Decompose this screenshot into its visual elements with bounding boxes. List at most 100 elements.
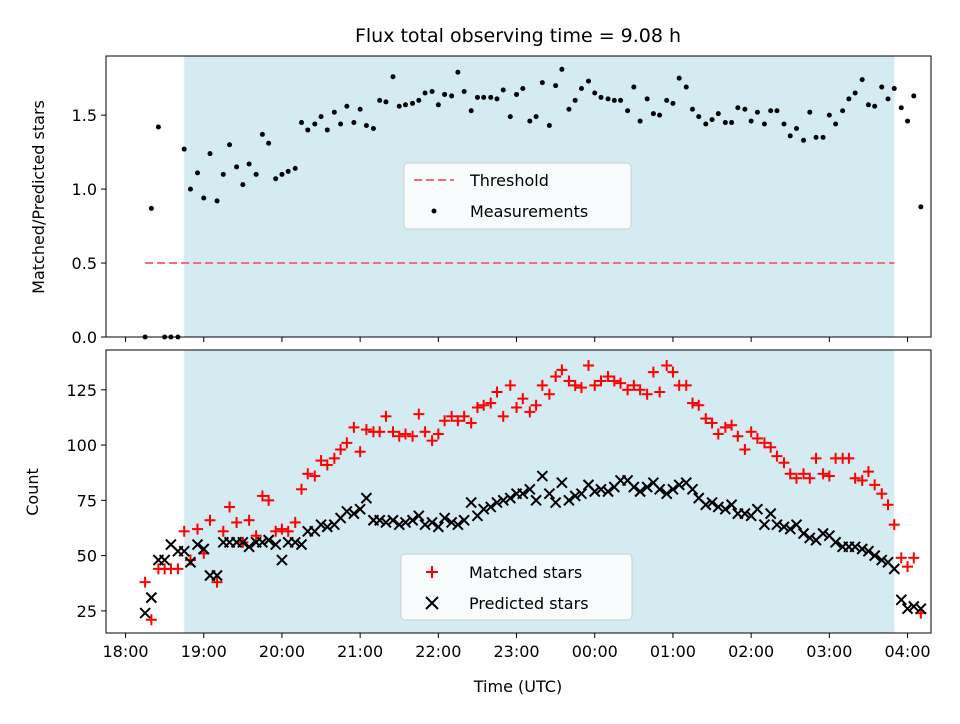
predicted-star-point — [269, 538, 282, 551]
x-tick-label: 21:00 — [337, 642, 383, 661]
measurement-point — [442, 91, 448, 97]
matched-star-point — [693, 399, 705, 411]
matched-star-point — [452, 415, 464, 427]
measurement-point — [774, 108, 780, 114]
top-legend: Threshold Measurements — [403, 162, 632, 230]
predicted-star-point — [373, 514, 386, 526]
predicted-star-point — [504, 492, 516, 504]
measurement-point — [416, 97, 422, 103]
measurement-point — [527, 118, 533, 124]
matched-star-point — [335, 443, 347, 455]
matched-star-point — [882, 499, 894, 511]
matched-star-point — [328, 452, 340, 464]
predicted-star-point — [908, 600, 920, 613]
predicted-star-point — [751, 503, 764, 515]
matched-star-point — [726, 419, 738, 431]
matched-star-point — [419, 426, 431, 438]
measurement-point — [474, 94, 480, 100]
matched-star-point — [751, 432, 763, 444]
predicted-star-point — [667, 483, 679, 495]
matched-star-point — [862, 466, 874, 478]
matched-star-point — [211, 576, 223, 588]
matched-star-point — [426, 435, 438, 447]
predicted-star-point — [764, 507, 777, 520]
predicted-star-point — [211, 569, 223, 582]
predicted-star-point — [829, 536, 842, 549]
measurement-point — [546, 123, 552, 129]
matched-star-point — [400, 428, 412, 440]
measurement-point — [494, 96, 500, 102]
top-legend-box — [403, 162, 632, 230]
predicted-star-point — [725, 499, 738, 511]
matched-star-point — [485, 397, 497, 409]
x-tick-label: 00:00 — [572, 642, 618, 661]
measurement-point — [768, 108, 774, 114]
matched-star-point — [517, 393, 529, 405]
measurement-point — [273, 176, 279, 182]
predicted-star-point — [712, 501, 725, 513]
x-tick-label: 01:00 — [650, 642, 696, 661]
matched-star-point — [504, 379, 516, 391]
matched-star-point — [608, 375, 620, 387]
predicted-star-point — [628, 481, 640, 493]
measurement-point — [410, 100, 416, 106]
measurement-point — [468, 108, 474, 114]
top-y-tick-label: 1.5 — [72, 106, 97, 125]
measurement-point — [533, 114, 539, 120]
predicted-star-point — [849, 541, 861, 553]
predicted-star-point — [276, 554, 288, 566]
measurement-point — [207, 151, 213, 157]
predicted-star-point — [524, 483, 536, 495]
matched-star-point — [667, 366, 679, 378]
matched-star-point — [817, 468, 829, 480]
matched-star-point — [374, 426, 386, 438]
bottom-legend-box — [400, 553, 633, 621]
matched-star-point — [739, 443, 751, 455]
predicted-star-point — [438, 512, 451, 524]
matched-star-point — [641, 388, 653, 400]
measurement-point — [840, 108, 846, 114]
predicted-star-point — [700, 499, 712, 511]
predicted-star-point — [817, 527, 829, 540]
top-panel: 0.0 0.5 1.0 1.5 Matched/Predicted stars Thr… — [29, 55, 932, 347]
bottom-y-tick-label: 25 — [77, 602, 97, 621]
matched-star-point — [876, 488, 888, 500]
predicted-star-point — [348, 507, 360, 520]
matched-star-point — [380, 410, 392, 422]
matched-star-point — [843, 452, 855, 464]
measurement-point — [722, 120, 728, 126]
legend-measurements-label: Measurements — [470, 202, 588, 221]
matched-star-point — [888, 519, 900, 531]
top-axes-frame — [105, 55, 932, 338]
matched-star-point — [217, 525, 229, 537]
measurement-point — [592, 90, 598, 96]
measurement-point — [911, 93, 917, 99]
matched-star-point — [719, 421, 731, 433]
matched-star-point — [550, 371, 562, 383]
predicted-star-point — [778, 521, 790, 533]
predicted-star-point — [380, 516, 392, 529]
matched-star-point — [895, 552, 907, 564]
matched-star-point — [856, 474, 868, 486]
predicted-star-point — [589, 485, 601, 498]
predicted-star-point — [563, 494, 575, 507]
predicted-star-point — [888, 563, 900, 575]
measurement-point — [865, 102, 871, 108]
measurement-point — [637, 118, 643, 124]
matched-star-point — [282, 525, 294, 537]
measurement-point — [312, 121, 318, 127]
measurement-point — [618, 97, 624, 103]
matched-star-point — [849, 472, 861, 484]
predicted-star-point — [653, 483, 666, 495]
matched-star-point — [439, 415, 451, 427]
measurement-point — [377, 97, 383, 103]
measurement-point — [598, 94, 604, 100]
predicted-star-point — [413, 510, 425, 522]
matched-star-point — [407, 430, 419, 442]
x-tick-label: 03:00 — [806, 642, 852, 661]
predicted-star-point — [876, 554, 888, 566]
matched-star-point — [615, 377, 627, 389]
matched-star-point — [902, 561, 914, 573]
legend-matched-label: Matched stars — [469, 563, 582, 582]
matched-star-point — [680, 379, 692, 391]
